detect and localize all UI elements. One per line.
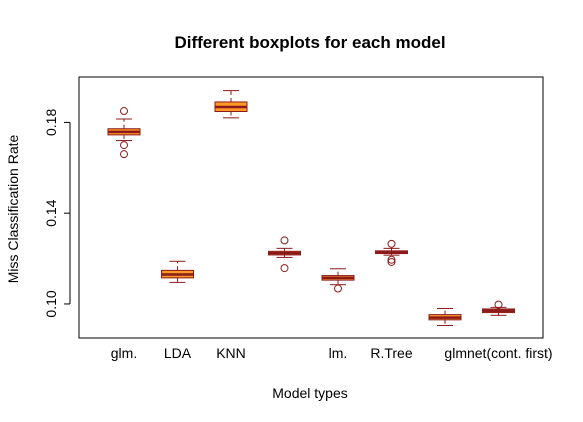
outlier-point bbox=[120, 141, 128, 150]
plot-frame bbox=[78, 76, 544, 339]
box-1 bbox=[107, 107, 141, 159]
outlier-point bbox=[494, 300, 503, 309]
box-3 bbox=[214, 90, 248, 119]
y-axis-label: Miss Classification Rate bbox=[5, 134, 21, 283]
box-5 bbox=[321, 268, 355, 293]
x-tick-label: KNN bbox=[216, 345, 246, 361]
outlier-point bbox=[280, 264, 289, 273]
x-tick-label: R.Tree bbox=[370, 345, 412, 361]
y-tick-label: 0.10 bbox=[43, 290, 59, 317]
outlier-point bbox=[387, 257, 396, 266]
box-2 bbox=[161, 260, 194, 283]
outlier-point bbox=[120, 150, 128, 159]
boxes-group bbox=[107, 90, 515, 327]
box-4 bbox=[268, 236, 301, 273]
box-8 bbox=[482, 300, 515, 316]
x-axis-labels: glm. LDA KNN lm. R.Tree glmnet(cont. first) bbox=[111, 345, 553, 361]
box-7 bbox=[428, 307, 462, 327]
y-tick-label: 0.14 bbox=[43, 199, 59, 226]
x-tick-label: glm. bbox=[111, 345, 137, 361]
x-tick-label: glmnet(cont. first) bbox=[444, 345, 552, 361]
chart-title: Different boxplots for each model bbox=[174, 33, 445, 52]
outlier-point bbox=[387, 255, 396, 264]
box-6 bbox=[375, 239, 408, 266]
outlier-point bbox=[280, 236, 289, 245]
x-tick-label: lm. bbox=[329, 345, 348, 361]
outlier-point bbox=[334, 284, 342, 293]
y-axis: 0.10 0.14 0.18 bbox=[43, 109, 71, 318]
x-axis-label: Model types bbox=[272, 385, 347, 401]
x-tick-label: LDA bbox=[164, 345, 192, 361]
outlier-point bbox=[387, 239, 396, 248]
y-tick-label: 0.18 bbox=[43, 109, 59, 136]
outlier-point bbox=[120, 107, 128, 116]
